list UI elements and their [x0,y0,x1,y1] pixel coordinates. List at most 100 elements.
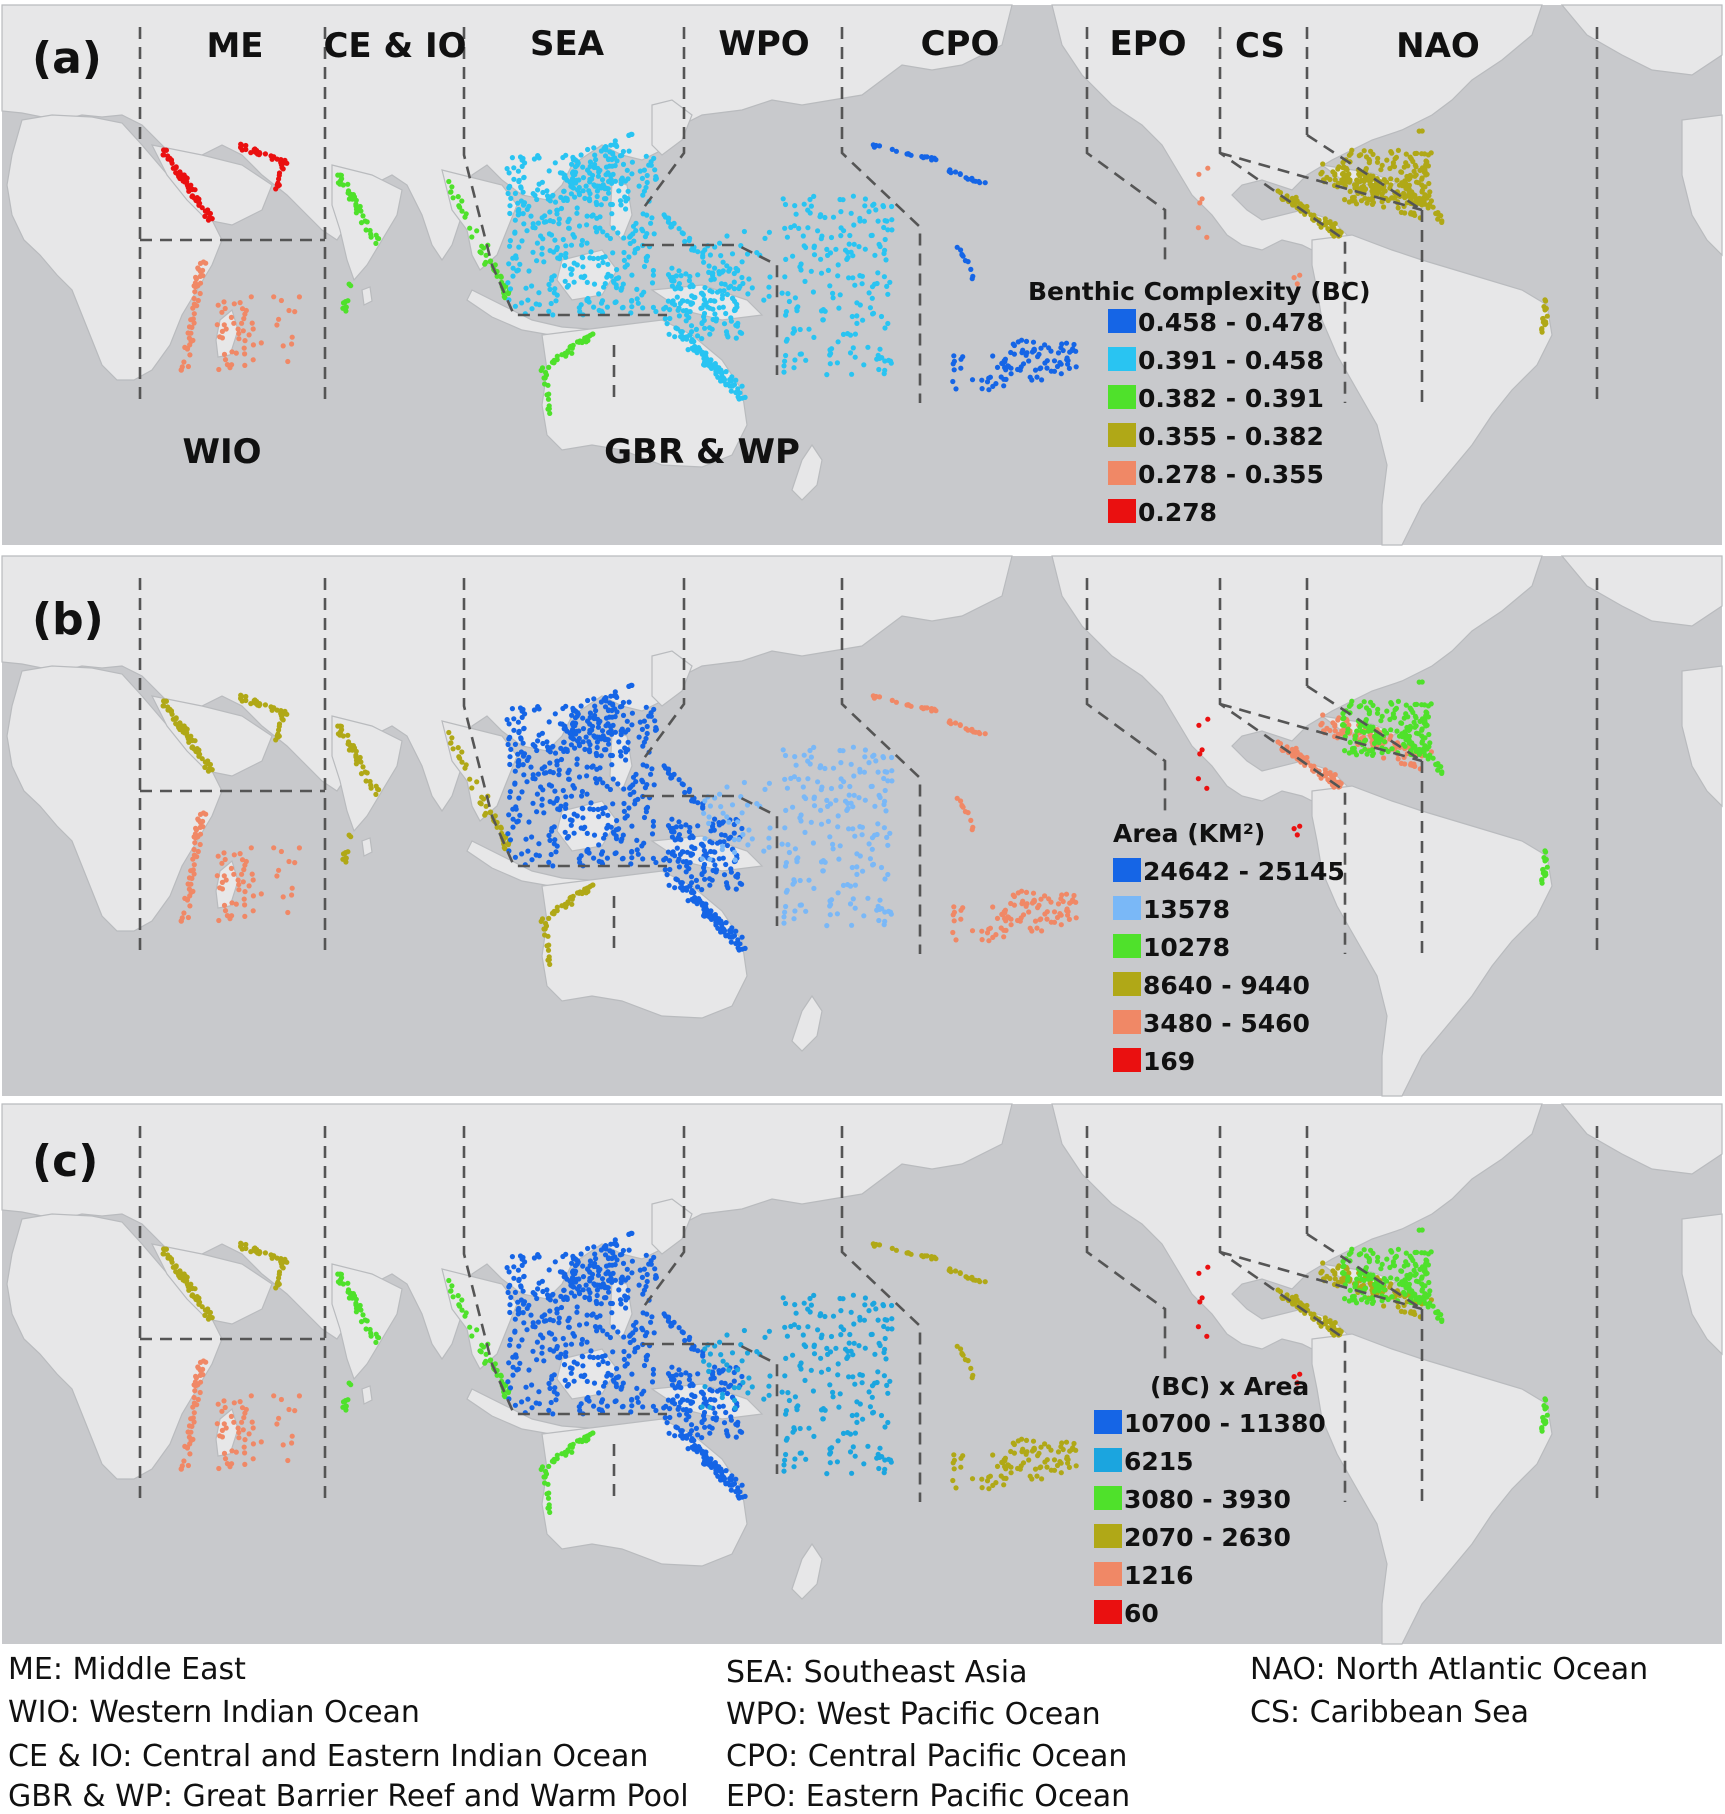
reef-point [534,258,539,263]
reef-point [632,1349,637,1354]
reef-point [238,851,243,856]
reef-point [1354,729,1359,734]
reef-point [279,1397,284,1402]
reef-point [701,1450,706,1455]
reef-point [629,1397,634,1402]
reef-point [738,1429,743,1434]
reef-point [510,1355,515,1360]
reef-point [882,1373,887,1378]
reef-point [724,1431,729,1436]
reef-point [683,1370,688,1375]
reef-point [534,197,539,202]
region-label-gbr: GBR & WP [604,432,800,472]
reef-point [602,747,607,752]
reef-point [1205,166,1210,171]
reef-point [236,878,241,883]
reef-point [1393,156,1398,161]
reef-point [479,244,484,249]
reef-point [1275,188,1280,193]
reef-point [520,164,525,169]
reef-point [547,411,552,416]
reef-point [508,196,513,201]
reef-point [195,283,200,288]
reef-point [870,296,875,301]
reef-point [822,215,827,220]
reef-point [1003,928,1008,933]
reef-point [724,814,729,819]
reef-point [477,800,482,805]
reef-point [1335,717,1340,722]
reef-point [603,144,608,149]
reef-point [469,234,474,239]
reef-point [540,741,545,746]
reef-point [539,368,544,373]
reef-point [850,804,855,809]
reef-point [584,773,589,778]
reef-point [459,749,464,754]
reef-point [241,867,246,872]
reef-point [687,278,692,283]
reef-point [762,1335,767,1340]
reef-point [722,377,727,382]
reef-point [1294,195,1299,200]
reef-point [571,1442,576,1447]
reef-point [511,817,516,822]
reef-point [594,734,599,739]
reef-point [723,311,728,316]
reef-point [782,359,787,364]
reef-point [541,810,546,815]
reef-point [652,1330,657,1335]
reef-point [591,1244,596,1249]
reef-point [449,1283,454,1288]
reef-point [540,1289,545,1294]
reef-point [808,1309,813,1314]
reef-point [862,203,867,208]
reef-point [848,1432,853,1437]
reef-point [357,207,362,212]
reef-point [597,765,602,770]
reef-point [550,745,555,750]
reef-point [629,298,634,303]
reef-point [513,191,518,196]
reef-point [838,209,843,214]
reef-point [825,253,830,258]
reef-point [535,187,540,192]
reef-point [224,877,229,882]
reef-point [511,1365,516,1370]
reef-point [570,1331,575,1336]
reef-point [953,720,958,725]
reef-point [739,275,744,280]
reef-point [223,908,228,913]
reef-point [606,191,611,196]
reef-point [852,793,857,798]
reef-point [1034,375,1039,380]
reef-point [767,845,772,850]
reef-point [860,274,865,279]
reef-point [1024,339,1029,344]
reef-point [785,291,790,296]
reef-point [724,233,729,238]
reef-point [549,301,554,306]
reef-point [867,841,872,846]
reef-point [621,149,626,154]
reef-point [714,1417,719,1422]
reef-point [754,250,759,255]
reef-point [955,245,960,250]
reef-point [546,1381,551,1386]
reef-point [820,317,825,322]
reef-point [206,761,211,766]
reef-point [585,831,590,836]
reef-point [644,255,649,260]
reef-point [596,842,601,847]
reef-point [618,1297,623,1302]
reef-point [715,841,720,846]
reef-point [642,1267,647,1272]
reef-point [457,1304,462,1309]
reef-point [251,908,256,913]
reef-point [537,853,542,858]
reef-point [1059,341,1064,346]
reef-point [885,1391,890,1396]
reef-point [1388,149,1393,154]
reef-point [853,332,858,337]
reef-point [221,299,226,304]
